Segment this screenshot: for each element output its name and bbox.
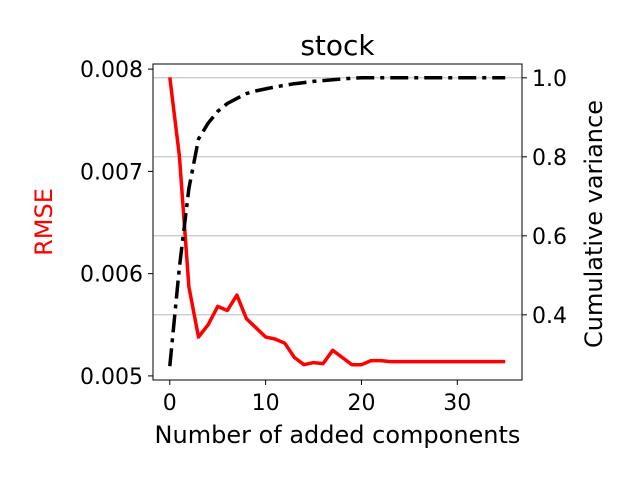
left-y-tick-label: 0.006 — [80, 263, 143, 288]
left-y-tick-label: 0.005 — [80, 365, 143, 390]
right-y-tick-label: 1.0 — [532, 67, 567, 92]
series-lines — [168, 76, 506, 367]
left-y-tick-label: 0.007 — [80, 160, 143, 185]
right-y-axis-title: Cumulative variance — [580, 100, 608, 348]
left-y-axis-title: RMSE — [30, 188, 58, 256]
right-y-tick-label: 0.6 — [532, 225, 567, 250]
x-tick-label: 0 — [163, 391, 177, 416]
x-tick-label: 30 — [443, 391, 471, 416]
rmse-series-line — [168, 77, 506, 367]
chart-title: stock — [300, 29, 375, 62]
right-y-tick-label: 0.8 — [532, 146, 567, 171]
axis-ticks: 0 10 20 30 0.005 0.006 0.007 0.008 0.4 0.6 0.8 1.0 — [80, 58, 567, 416]
cumulative-variance-series-line — [168, 76, 506, 367]
plot-frame — [152, 63, 523, 381]
x-tick-label: 10 — [252, 391, 280, 416]
x-axis-title: Number of added components — [155, 421, 521, 449]
right-y-tick-label: 0.4 — [532, 304, 567, 329]
x-tick-label: 20 — [347, 391, 375, 416]
left-y-tick-label: 0.008 — [80, 58, 143, 83]
